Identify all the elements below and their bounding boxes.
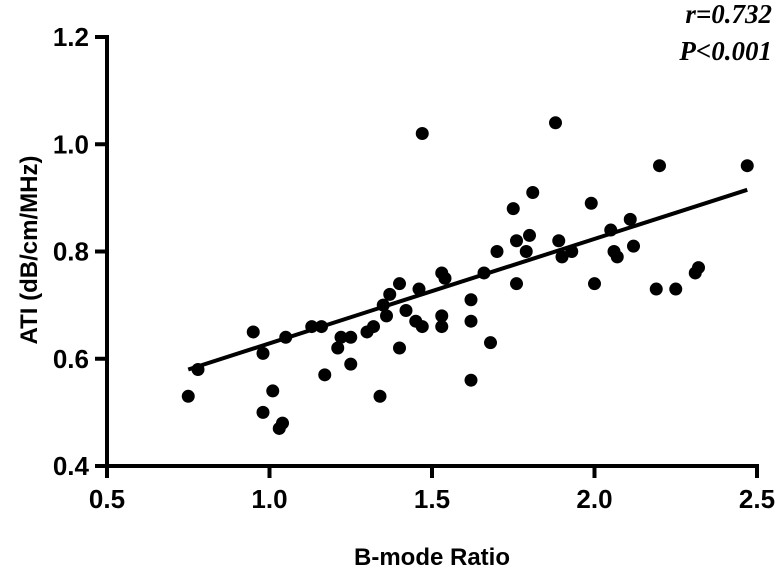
x-tick-label: 0.5	[89, 484, 125, 514]
data-point	[305, 320, 319, 334]
data-point	[373, 389, 387, 403]
data-point	[393, 277, 406, 291]
y-tick-label: 0.8	[53, 237, 89, 267]
data-point	[415, 127, 429, 141]
data-point	[610, 250, 624, 264]
data-point	[412, 282, 426, 296]
data-point	[490, 245, 504, 258]
data-point	[519, 245, 533, 258]
ticks: 0.5 1.0 1.5 2.0 2.5 0.4 0.6 0.8 1.0 1.2	[53, 22, 775, 514]
x-axis-title: B-mode Ratio	[354, 544, 510, 571]
data-point	[510, 234, 523, 248]
data-point	[552, 234, 566, 248]
data-point	[415, 320, 429, 334]
data-point	[464, 293, 478, 307]
data-point	[692, 261, 705, 275]
y-tick-label: 0.4	[53, 451, 90, 481]
data-point	[588, 277, 601, 291]
axes	[105, 35, 759, 468]
y-tick-label: 1.2	[53, 22, 89, 52]
data-point	[331, 341, 345, 355]
data-point	[464, 314, 478, 328]
data-point	[367, 320, 380, 334]
data-point	[510, 277, 523, 291]
regression-line	[187, 187, 748, 372]
data-point	[393, 341, 406, 355]
data-point	[565, 245, 579, 258]
data-point	[181, 389, 195, 403]
data-point	[376, 298, 390, 312]
data-point	[344, 330, 358, 344]
data-point	[549, 116, 562, 130]
correlation-coefficient: r=0.732	[685, 0, 772, 29]
p-value: P<0.001	[678, 36, 772, 66]
data-point	[623, 212, 637, 226]
data-point	[653, 159, 666, 173]
data-point	[315, 320, 328, 334]
x-tick-label: 2.5	[739, 484, 775, 514]
data-point	[256, 346, 270, 360]
data-point	[276, 416, 289, 430]
data-point	[279, 330, 293, 344]
data-point	[649, 282, 663, 296]
data-point	[191, 362, 205, 376]
data-point	[334, 330, 348, 344]
y-tick-label: 0.6	[53, 344, 89, 374]
data-point	[435, 320, 449, 334]
data-point	[669, 282, 683, 296]
data-point	[318, 368, 332, 382]
data-point	[555, 250, 569, 264]
data-point	[266, 384, 280, 398]
data-point	[526, 186, 540, 200]
data-point	[464, 373, 478, 387]
data-point	[604, 223, 618, 237]
y-axis-title: ATI (dB/cm/MHz)	[16, 156, 43, 345]
y-tick-label: 1.0	[53, 129, 89, 159]
data-point	[246, 325, 260, 339]
data-point	[256, 405, 270, 419]
data-point	[740, 159, 754, 173]
x-tick-label: 2.0	[576, 484, 612, 514]
data-point	[380, 309, 393, 323]
data-point	[438, 271, 452, 285]
data-point	[627, 239, 640, 253]
data-point	[344, 357, 358, 371]
data-point	[523, 228, 536, 242]
fit-line-group	[187, 187, 748, 372]
data-point	[435, 309, 449, 323]
data-points	[181, 116, 754, 435]
data-point	[477, 266, 491, 280]
data-point	[484, 336, 497, 350]
data-point	[399, 303, 413, 317]
data-point	[584, 196, 598, 210]
data-point	[383, 287, 397, 301]
x-tick-label: 1.0	[251, 484, 287, 514]
data-point	[506, 202, 520, 216]
x-tick-label: 1.5	[414, 484, 450, 514]
